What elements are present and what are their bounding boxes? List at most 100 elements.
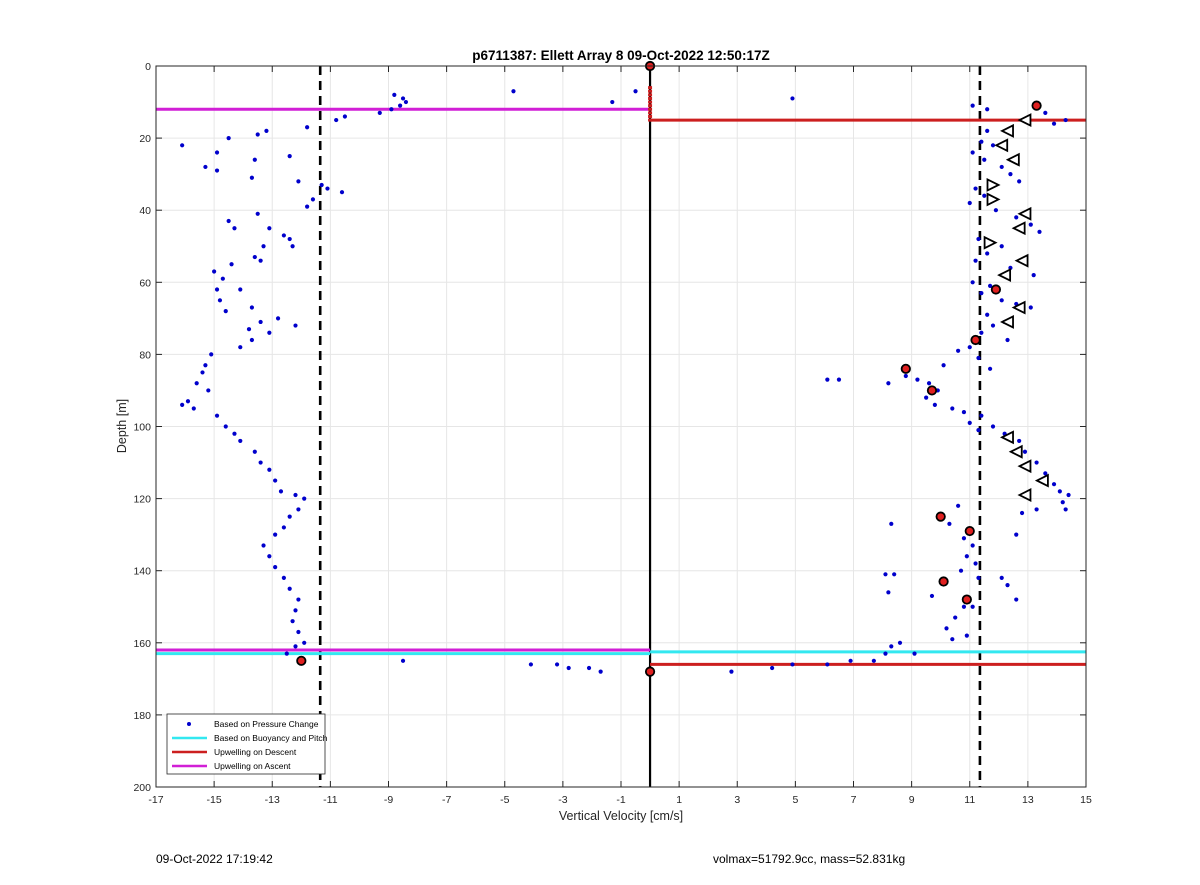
pressure-point xyxy=(961,409,967,415)
pressure-point xyxy=(967,345,972,350)
pressure-point xyxy=(302,496,307,501)
pressure-point xyxy=(238,345,243,350)
pressure-point xyxy=(267,226,272,231)
pressure-point xyxy=(281,525,286,530)
chart-title: p6711387: Ellett Array 8 09-Oct-2022 12:… xyxy=(472,48,769,63)
x-tick-label: -15 xyxy=(207,794,222,806)
pressure-point xyxy=(252,157,257,162)
triangle-marker xyxy=(1011,221,1026,236)
pressure-point xyxy=(223,424,228,429)
pressure-point xyxy=(287,514,292,519)
pressure-point xyxy=(999,164,1004,170)
plot-data xyxy=(156,60,1086,787)
pressure-point xyxy=(770,665,775,671)
triangle-marker xyxy=(1017,113,1032,128)
pressure-point xyxy=(1043,110,1048,115)
pressure-point xyxy=(214,413,220,418)
triangle-marker xyxy=(1017,459,1032,474)
pressure-point xyxy=(836,377,842,382)
pressure-point xyxy=(964,554,969,559)
pressure-point xyxy=(255,211,260,216)
pressure-point xyxy=(290,619,295,624)
pressure-point xyxy=(287,586,292,591)
pressure-point xyxy=(377,110,382,115)
pressure-point xyxy=(976,355,981,361)
x-tick-label: 7 xyxy=(851,794,857,806)
pressure-point xyxy=(1028,305,1033,310)
pressure-point xyxy=(999,298,1004,303)
pressure-point xyxy=(191,406,196,411)
pressure-point xyxy=(223,309,228,314)
pressure-point xyxy=(1057,489,1062,494)
pressure-point xyxy=(944,626,949,631)
pressure-point xyxy=(310,197,316,202)
pressure-point xyxy=(200,370,205,375)
pressure-point xyxy=(970,604,975,609)
pressure-point xyxy=(883,572,888,577)
pressure-point xyxy=(293,608,298,613)
zero-line-marker xyxy=(648,107,653,111)
triangle-marker xyxy=(1014,253,1029,268)
pressure-point xyxy=(976,428,981,433)
highlight-marker xyxy=(970,334,981,346)
x-tick-label: -5 xyxy=(500,794,509,806)
pressure-point xyxy=(1037,229,1042,234)
pressure-point xyxy=(319,182,324,188)
x-axis-label: Vertical Velocity [cm/s] xyxy=(559,809,683,823)
pressure-point xyxy=(293,323,298,328)
pressure-point xyxy=(1008,172,1013,177)
x-tick-label: 13 xyxy=(1022,794,1034,806)
pressure-point xyxy=(892,572,897,577)
triangle-marker xyxy=(1017,206,1032,221)
pressure-point xyxy=(275,316,281,321)
pressure-point xyxy=(203,363,208,368)
triangle-marker xyxy=(994,138,1009,153)
pressure-point xyxy=(967,420,972,425)
triangle-marker xyxy=(1000,430,1014,445)
highlight-marker xyxy=(938,576,949,587)
pressure-point xyxy=(258,319,263,325)
pressure-point xyxy=(194,381,199,386)
triangle-marker xyxy=(1034,473,1049,488)
pressure-point xyxy=(848,658,853,663)
pressure-point xyxy=(979,413,984,418)
pressure-point xyxy=(305,125,310,130)
pressure-point xyxy=(985,251,990,256)
y-tick-label: 160 xyxy=(133,638,151,650)
pressure-point xyxy=(1066,492,1071,498)
pressure-point xyxy=(886,590,891,595)
legend-label: Upwelling on Descent xyxy=(214,747,297,757)
pressure-point xyxy=(985,312,990,317)
pressure-point xyxy=(293,492,298,498)
pressure-point xyxy=(392,92,397,97)
highlight-marker xyxy=(1031,100,1042,111)
y-tick-label: 200 xyxy=(133,782,151,794)
pressure-point xyxy=(287,236,292,242)
pressure-point xyxy=(912,651,917,656)
pressure-point xyxy=(985,128,990,133)
pressure-point xyxy=(267,467,272,472)
pressure-point xyxy=(305,204,310,209)
pressure-point xyxy=(990,143,996,148)
zero-line-marker xyxy=(648,118,653,122)
pressure-point xyxy=(528,662,534,667)
highlight-marker xyxy=(644,666,656,677)
pressure-point xyxy=(226,136,231,141)
x-tick-label: 1 xyxy=(676,794,682,806)
triangle-marker xyxy=(1000,314,1014,329)
pressure-point xyxy=(214,287,220,292)
pressure-point xyxy=(342,114,348,119)
pressure-point xyxy=(1043,471,1048,476)
pressure-point xyxy=(403,99,409,105)
pressure-point xyxy=(967,200,972,206)
pressure-point xyxy=(924,395,929,400)
pressure-point xyxy=(979,330,984,335)
x-tick-label: -7 xyxy=(442,794,451,806)
zero-line-marker xyxy=(648,100,653,104)
pressure-point xyxy=(293,644,298,649)
legend-label: Based on Pressure Change xyxy=(214,719,319,729)
pressure-point xyxy=(325,186,330,191)
pressure-point xyxy=(252,449,257,454)
pressure-point xyxy=(229,262,234,267)
pressure-point xyxy=(261,543,266,548)
